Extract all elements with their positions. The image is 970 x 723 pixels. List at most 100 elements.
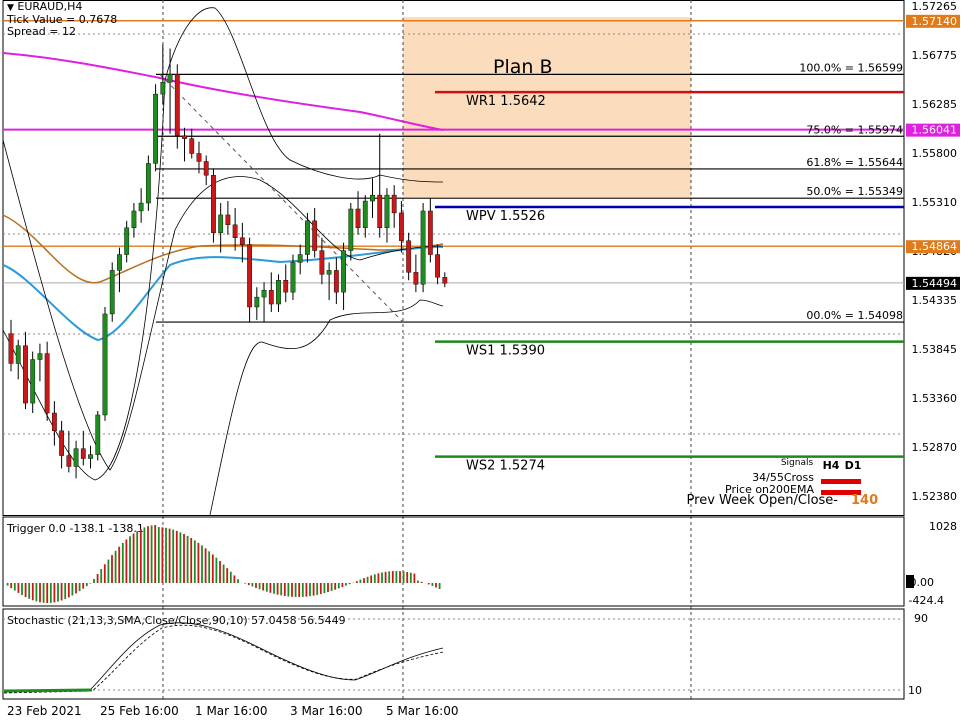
pivot-label: WS2 1.5274	[466, 459, 545, 474]
price-tick-label: 1.52870	[912, 441, 958, 454]
candle-body	[225, 214, 231, 226]
candle-body	[138, 202, 144, 212]
candle-body	[290, 262, 296, 293]
candle-body	[102, 313, 108, 416]
candle-body	[247, 244, 252, 308]
candle-body	[66, 455, 72, 467]
candle-body	[254, 296, 260, 308]
candle-body	[109, 270, 115, 315]
trigger-tag	[906, 575, 914, 588]
trigger-tick: 0.00	[910, 576, 935, 589]
candle-body	[341, 250, 346, 293]
pivot-label: WS1 1.5390	[466, 344, 545, 359]
candle-body	[167, 74, 173, 83]
fib-level-label: 61.8% = 1.55644	[806, 156, 903, 169]
stochastic-tick: 10	[908, 684, 922, 697]
stochastic-frame	[2, 608, 905, 700]
price-tick-label: 1.53360	[912, 392, 958, 405]
time-axis-label: 23 Feb 2021	[7, 704, 82, 718]
signal-indicator-red	[821, 479, 861, 484]
price-tag-label: 1.54494	[912, 277, 958, 290]
price-tag	[906, 276, 960, 290]
price-tag-label: 1.54864	[912, 240, 958, 253]
candle-body	[80, 448, 86, 459]
candle-body	[51, 412, 57, 432]
pivot-label: WR1 1.5642	[466, 94, 546, 109]
candle-body	[305, 220, 310, 255]
trigger-frame	[2, 516, 905, 607]
candle-body	[117, 254, 122, 271]
candle-body	[399, 212, 404, 241]
ma-magenta	[2, 52, 444, 131]
stochastic-tick: 90	[914, 612, 928, 625]
candle-body	[348, 208, 354, 251]
ma-blue	[2, 245, 444, 342]
fib-level-label: 00.0% = 1.54098	[806, 309, 903, 322]
candle-body	[427, 210, 433, 255]
candle-body	[442, 277, 448, 284]
signals-timeframe: H4	[823, 459, 840, 472]
candle-body	[174, 74, 180, 136]
candle-body	[211, 175, 216, 233]
trigger-label: Trigger 0.0 -138.1 -138.1	[6, 522, 144, 535]
bollinger-lower	[209, 299, 444, 516]
price-tick-label: 1.53845	[912, 343, 958, 356]
trigger-tick: -424.4	[909, 594, 944, 607]
candle-body	[232, 224, 238, 238]
signals-timeframe: D1	[845, 459, 862, 472]
prev-week-value: 140	[851, 493, 878, 508]
candle-body	[153, 93, 158, 164]
candle-body	[88, 454, 93, 459]
candle-body	[44, 353, 50, 414]
candle-body	[160, 82, 166, 95]
collapse-triangle-icon[interactable]: ▼	[7, 3, 14, 13]
candle-body	[95, 414, 101, 455]
candle-body	[384, 194, 390, 228]
candle-body	[355, 208, 361, 228]
candle-body	[435, 254, 440, 278]
time-axis-label: 25 Feb 16:00	[100, 704, 179, 718]
candle-body	[319, 250, 325, 275]
candle-body	[297, 254, 303, 263]
time-axis-label: 3 Mar 16:00	[290, 704, 363, 718]
fib-level-label: 100.0% = 1.56599	[799, 61, 903, 74]
candle-body	[391, 194, 397, 214]
price-tick-label: 1.56285	[912, 98, 958, 111]
signals-title: Signals	[781, 458, 814, 468]
stochastic-label: Stochastic (21,13,3,SMA,Close/Close,90,1…	[7, 614, 346, 627]
candle-body	[30, 359, 36, 404]
price-tick-label: 1.56775	[912, 49, 958, 62]
candle-body	[377, 194, 383, 228]
time-axis-label: 1 Mar 16:00	[195, 704, 268, 718]
candle-body	[59, 430, 65, 456]
fib-level-label: 75.0% = 1.55974	[806, 123, 903, 136]
candle-body	[182, 135, 187, 139]
candle-body	[8, 333, 14, 364]
trigger-tick: 1028	[929, 520, 957, 533]
candle-body	[15, 345, 21, 364]
stochastic-main	[3, 622, 444, 693]
stochastic-signal	[3, 624, 444, 694]
candle-body	[239, 237, 245, 245]
price-tick-label: 1.57265	[912, 0, 958, 13]
candle-body	[333, 270, 339, 293]
candle-body	[203, 161, 209, 176]
time-axis-label: 5 Mar 16:00	[386, 704, 459, 718]
candle-body	[196, 153, 202, 162]
price-tag-label: 1.56041	[912, 124, 958, 137]
candle-body	[276, 280, 281, 305]
candle-body	[326, 270, 332, 275]
plan-b-zone	[403, 17, 691, 197]
price-tag	[906, 240, 960, 254]
tick-value-label: Tick Value = 0.7678	[7, 13, 118, 26]
signal-row-label: Price on200EMA	[725, 483, 814, 496]
stochastic-oversold-highlight	[3, 688, 93, 693]
price-tick-label: 1.54335	[912, 294, 958, 307]
candle-body	[261, 289, 267, 298]
candle-body	[370, 194, 375, 202]
bollinger-mid	[2, 139, 444, 471]
candle-body	[189, 138, 195, 154]
candle-body	[283, 280, 289, 293]
candle-body	[406, 240, 412, 273]
